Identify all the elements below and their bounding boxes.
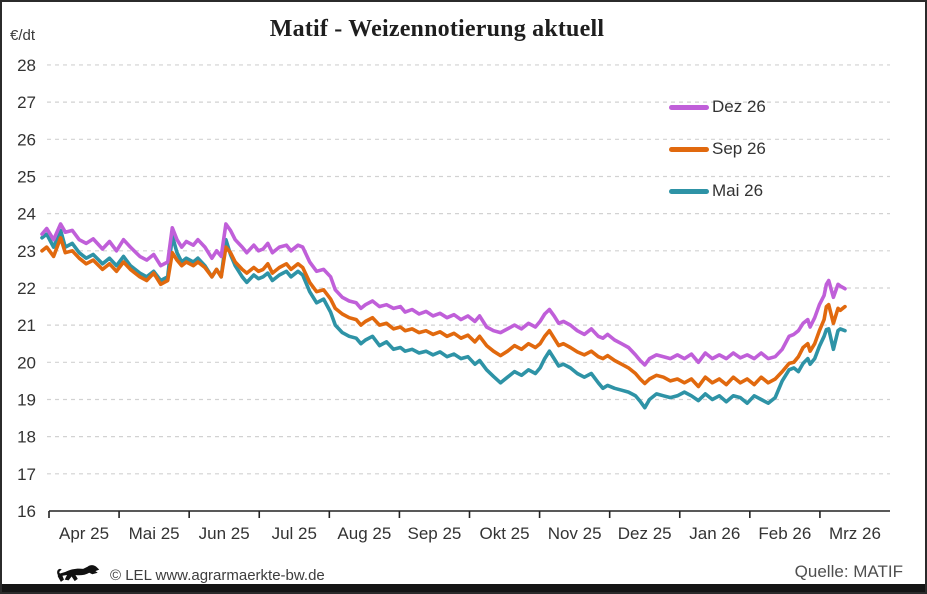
y-axis-tick-label-23: 23	[17, 242, 36, 261]
series-line-sep-26	[40, 236, 847, 389]
x-axis-tick-label-dez-25: Dez 25	[618, 524, 672, 543]
legend-label: Dez 26	[712, 97, 766, 116]
baden-wuerttemberg-lion-logo	[57, 565, 100, 582]
x-axis-tick-label-okt-25: Okt 25	[479, 524, 529, 543]
x-axis-tick-label-sep-25: Sep 25	[408, 524, 462, 543]
x-axis-tick-label-apr-25: Apr 25	[59, 524, 109, 543]
source-text: Quelle: MATIF	[794, 562, 903, 581]
y-axis-tick-label-20: 20	[17, 353, 36, 372]
x-axis-tick-label-aug-25: Aug 25	[337, 524, 391, 543]
y-axis-tick-label-19: 19	[17, 390, 36, 409]
footer-attribution: © LEL www.agrarmaerkte-bw.de	[54, 562, 325, 588]
y-axis-tick-label-26: 26	[17, 130, 36, 149]
y-axis-tick-label-17: 17	[17, 465, 36, 484]
x-axis-tick-label-mrz-26: Mrz 26	[829, 524, 881, 543]
chart-title: Matif - Weizennotierung aktuell	[269, 16, 605, 42]
y-axis-tick-label-18: 18	[17, 428, 36, 447]
copyright-text: © LEL www.agrarmaerkte-bw.de	[110, 566, 325, 584]
legend-item-mai-26: Mai 26	[669, 181, 763, 201]
x-axis-tick-label-nov-25: Nov 25	[548, 524, 602, 543]
y-axis-tick-label-28: 28	[17, 56, 36, 75]
y-axis-tick-label-25: 25	[17, 167, 36, 186]
series-line-mai-26	[40, 228, 847, 410]
y-axis-tick-label-21: 21	[17, 316, 36, 335]
bottom-accent-bar	[2, 584, 925, 592]
x-axis-tick-label-mai-25: Mai 25	[129, 524, 180, 543]
legend-item-sep-26: Sep 26	[669, 139, 766, 159]
legend-swatch	[669, 188, 709, 194]
x-axis-tick-label-jun-25: Jun 25	[199, 524, 250, 543]
y-axis-tick-label-22: 22	[17, 279, 36, 298]
x-axis-tick-label-jan-26: Jan 26	[689, 524, 740, 543]
legend-swatch	[669, 146, 709, 152]
legend-label: Mai 26	[712, 181, 764, 200]
legend-label: Sep 26	[712, 139, 766, 158]
y-axis-tick-label-16: 16	[17, 502, 36, 521]
legend-swatch	[669, 104, 709, 110]
legend-item-dez-26: Dez 26	[669, 97, 766, 117]
y-axis-tick-label-27: 27	[17, 93, 36, 112]
series-line-dez-26	[40, 222, 847, 367]
y-axis-unit-label: €/dt	[10, 27, 36, 44]
y-axis-tick-label-24: 24	[17, 205, 36, 224]
x-axis-tick-label-feb-26: Feb 26	[758, 524, 811, 543]
x-axis-tick-label-jul-25: Jul 25	[272, 524, 317, 543]
